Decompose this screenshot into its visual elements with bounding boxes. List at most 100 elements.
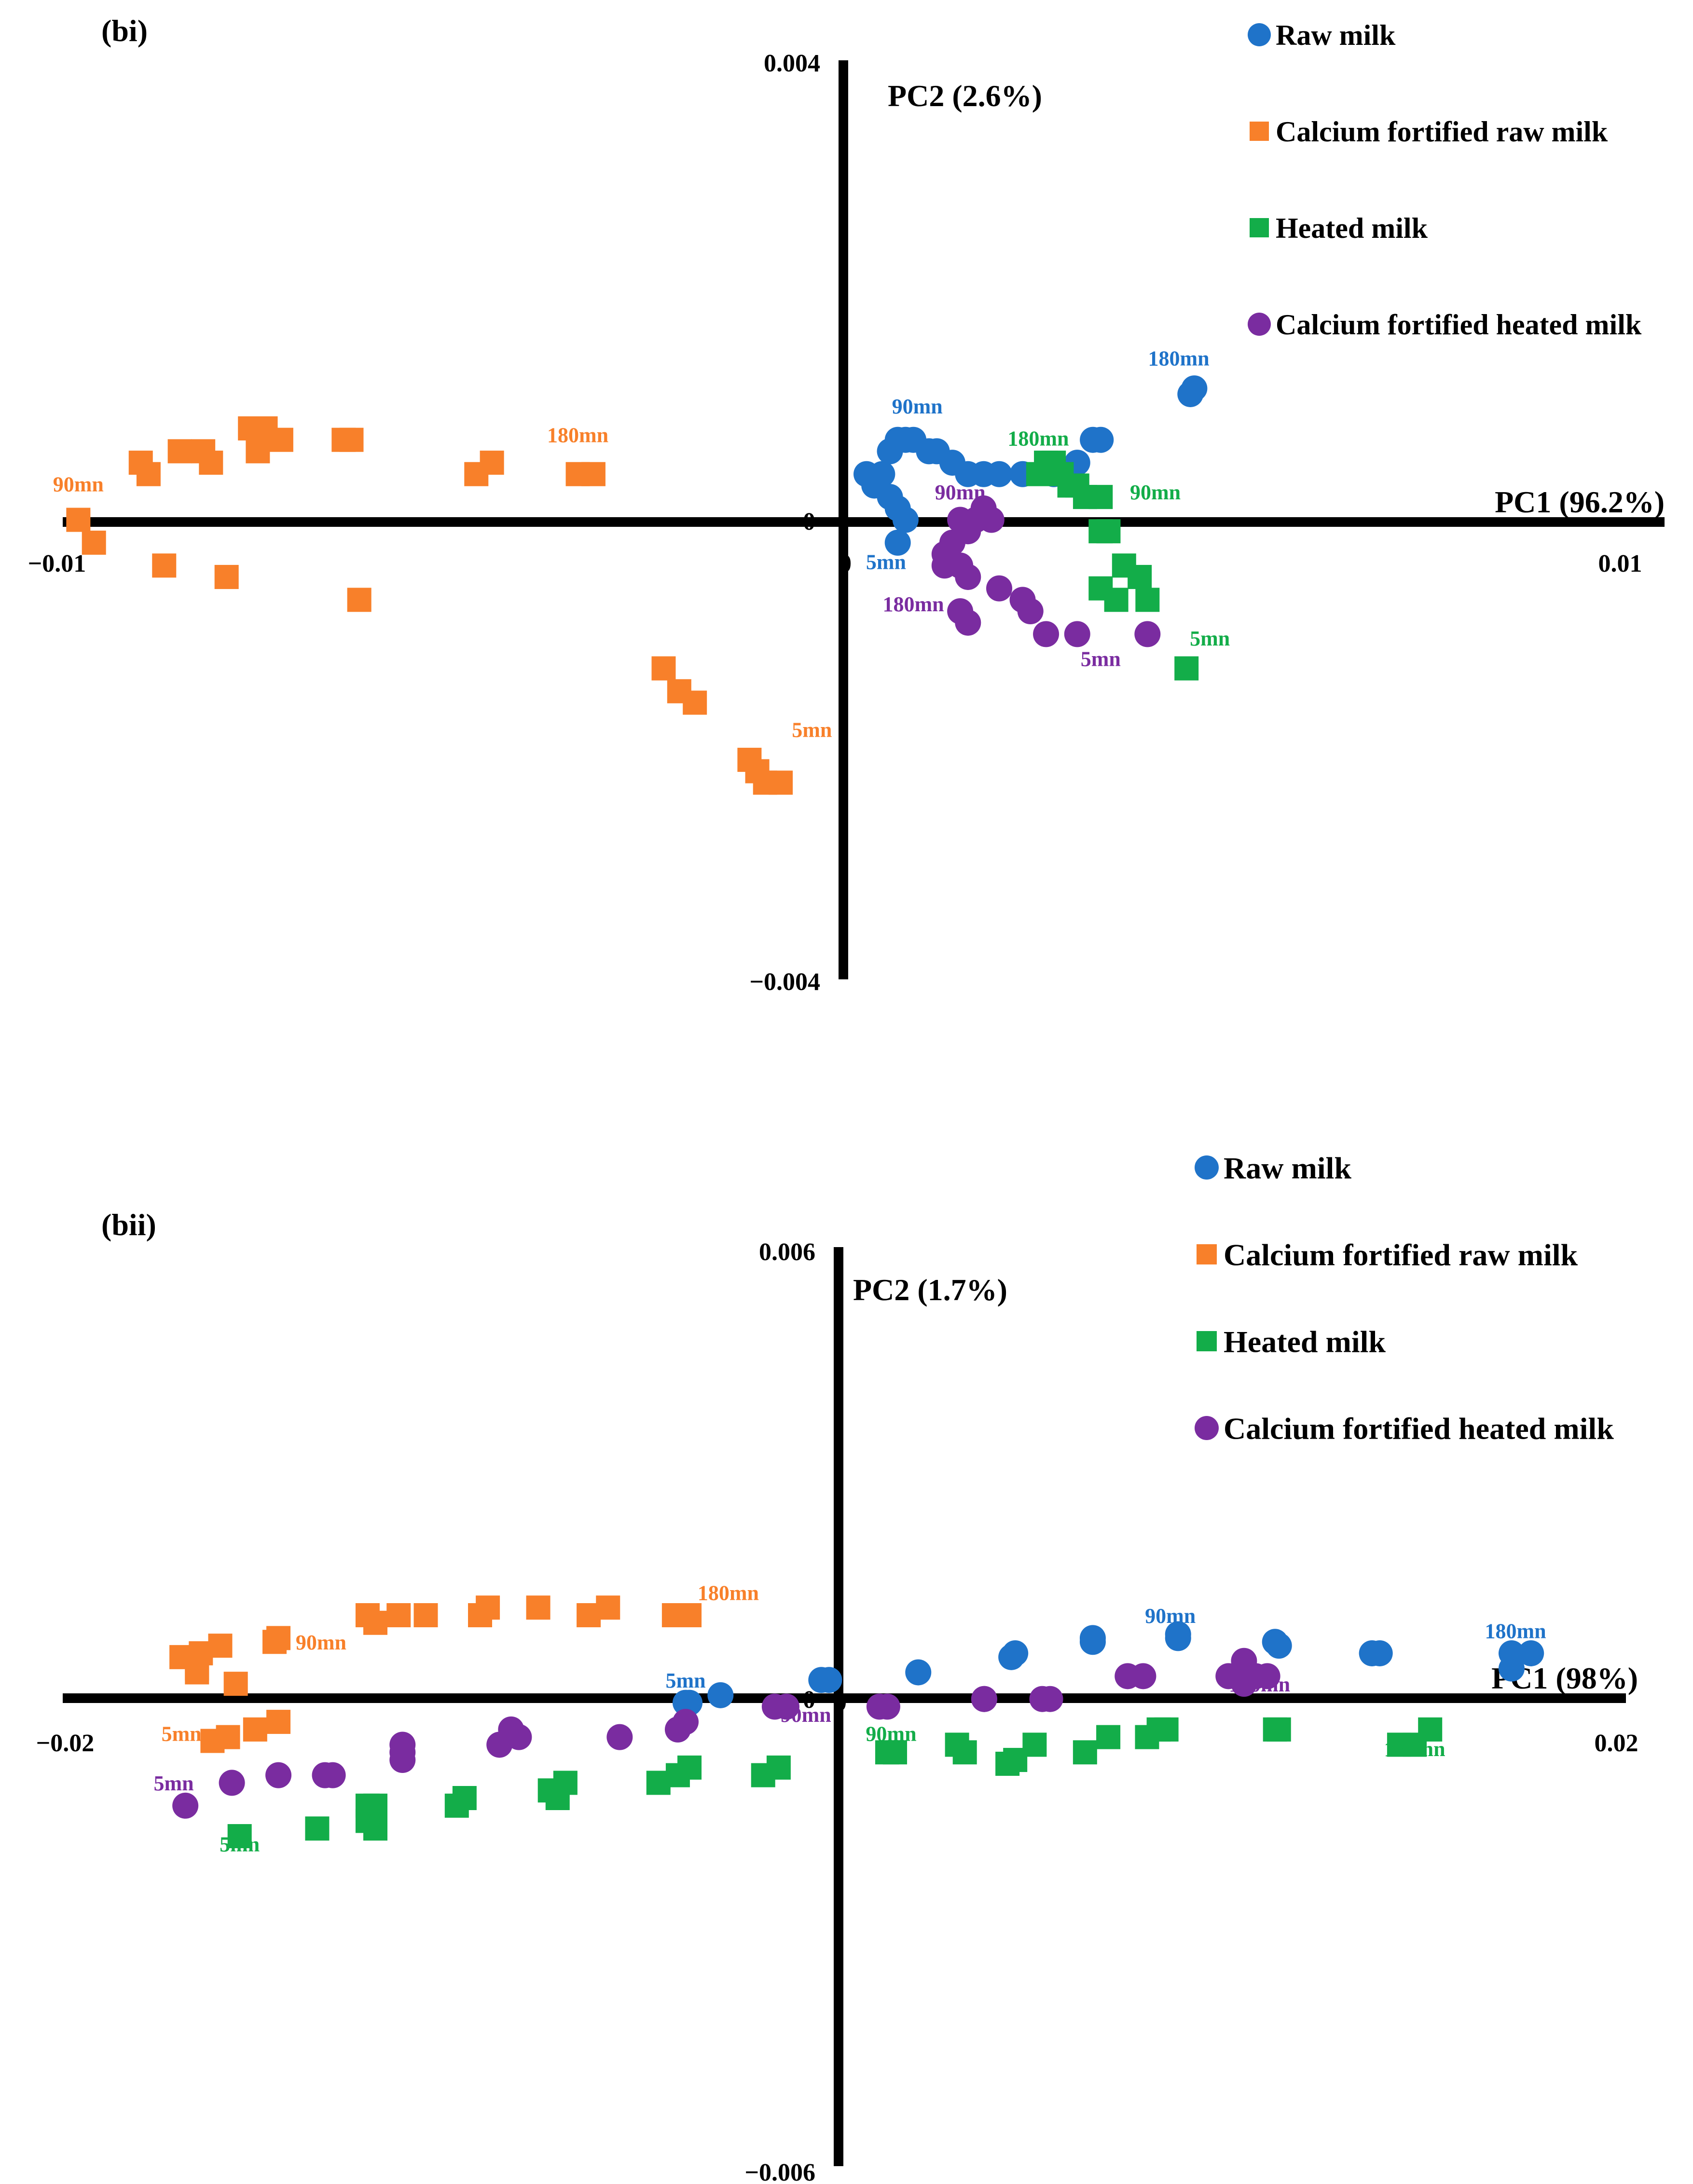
heated-point <box>305 1816 330 1841</box>
time-annotation: 90mn <box>296 1631 346 1654</box>
cf-heated-point <box>1254 1663 1280 1690</box>
heated-point <box>1022 1732 1047 1757</box>
legend-marker-cf-heated <box>1248 313 1271 336</box>
legend-label-heated: Heated milk <box>1276 212 1428 244</box>
raw-point <box>853 461 880 487</box>
data-points <box>66 375 1208 795</box>
time-annotation: 90mn <box>866 1722 916 1746</box>
time-annotation: 90mn <box>781 1703 831 1727</box>
heated-point <box>1096 519 1121 544</box>
cf-raw-point <box>243 1717 267 1742</box>
cf-raw-point <box>413 1603 438 1627</box>
raw-point <box>1002 1640 1029 1666</box>
legend-marker-raw <box>1248 23 1271 46</box>
cf-heated-point <box>172 1792 199 1819</box>
heated-point <box>677 1755 702 1780</box>
tick-label-ymax: 0.006 <box>759 1238 815 1266</box>
y-axis-label: PC2 (1.7%) <box>853 1273 1007 1307</box>
tick-label-xmax: 0.02 <box>1595 1730 1638 1757</box>
legend: Raw milk Calcium fortified raw milk Heated… <box>1248 19 1642 341</box>
cf-heated-point <box>773 1693 799 1720</box>
heated-point <box>1088 485 1113 509</box>
cf-raw-point <box>199 451 223 475</box>
cf-raw-point <box>246 439 270 464</box>
raw-point <box>986 461 1012 487</box>
cf-raw-point <box>363 1610 387 1635</box>
legend-marker-cf-heated <box>1195 1416 1219 1440</box>
time-annotation: 180mn <box>1485 1619 1546 1643</box>
time-annotation: 180mn <box>698 1581 759 1605</box>
time-annotation: 5mn <box>1190 627 1230 650</box>
raw-point <box>905 1659 932 1686</box>
heated-point <box>883 1740 908 1765</box>
legend-marker-raw <box>1195 1155 1219 1180</box>
tick-label-xzero: 0 <box>834 1689 847 1716</box>
time-annotation: 90mn <box>935 481 986 504</box>
cf-heated-point <box>986 575 1012 602</box>
heated-point <box>1096 1725 1121 1749</box>
x-axis-label: PC1 (96.2%) <box>1495 485 1665 519</box>
legend-label-heated: Heated milk <box>1224 1324 1386 1359</box>
legend-label-cf-raw: Calcium fortified raw milk <box>1276 116 1608 148</box>
cf-heated-point <box>1017 598 1044 624</box>
cf-raw-point <box>526 1595 551 1620</box>
raw-point <box>1079 1625 1106 1651</box>
time-annotation: 180mn <box>1007 427 1069 451</box>
cf-heated-point <box>1033 621 1060 647</box>
heated-point <box>1174 656 1199 681</box>
cf-heated-point <box>1130 1663 1156 1690</box>
cf-raw-point <box>269 427 293 452</box>
cf-heated-point <box>971 1686 997 1712</box>
raw-point <box>707 1682 734 1708</box>
legend-label-raw: Raw milk <box>1276 19 1396 51</box>
legend: Raw milk Calcium fortified raw milk Heated… <box>1195 1151 1614 1445</box>
cf-heated-point <box>874 1693 900 1720</box>
raw-point <box>1181 375 1208 402</box>
time-annotations: 180mn 90mn 5mn 180mn 90mn 5mn 180mn 90mn 5mn 90mn… <box>53 347 1230 742</box>
tick-label-yzero: 0 <box>803 1686 815 1714</box>
time-annotation: 5mn <box>866 550 906 574</box>
heated-point <box>363 1816 387 1841</box>
cf-raw-point <box>651 656 676 681</box>
cf-raw-point <box>480 451 504 475</box>
panel-bi: (bi) PC1 (96.2%) PC2 (2.6%) 0.004 −0.004… <box>28 14 1665 996</box>
cf-raw-point <box>136 462 161 486</box>
cf-raw-point <box>266 1626 291 1650</box>
heated-point <box>1135 588 1160 612</box>
cf-raw-point <box>216 1725 240 1749</box>
cf-raw-point <box>82 530 106 555</box>
raw-point <box>1266 1633 1292 1659</box>
cf-heated-point <box>219 1770 245 1796</box>
time-annotation: 90mn <box>892 395 943 418</box>
heated-point <box>1154 1717 1179 1742</box>
cf-heated-point <box>1231 1648 1257 1674</box>
cf-heated-point <box>606 1724 633 1750</box>
cf-raw-point <box>476 1595 500 1620</box>
cf-raw-point <box>677 1603 702 1627</box>
raw-point <box>1087 426 1114 453</box>
time-annotation: 5mn <box>220 1833 260 1856</box>
time-annotation: 5mn <box>1081 647 1121 671</box>
cf-raw-point <box>66 508 91 532</box>
cf-raw-point <box>214 564 239 589</box>
heated-point <box>452 1786 477 1810</box>
tick-label-xmax: 0.01 <box>1598 550 1642 577</box>
heated-point <box>227 1824 252 1848</box>
time-annotations: 90mn 180mn 5mn 180mn 90mn 5mn 90mn 180mn 5mn 180m… <box>153 1581 1546 1856</box>
heated-point <box>766 1755 791 1780</box>
time-annotation: 5mn <box>153 1772 193 1795</box>
legend-label-raw: Raw milk <box>1224 1151 1351 1185</box>
cf-raw-point <box>223 1672 248 1696</box>
cf-raw-point <box>208 1634 233 1658</box>
time-annotation: 180mn <box>883 592 944 616</box>
raw-point <box>1518 1640 1544 1666</box>
raw-point <box>1366 1640 1393 1666</box>
time-annotation: 90mn <box>53 472 104 496</box>
legend-label-cf-raw: Calcium fortified raw milk <box>1224 1237 1578 1272</box>
cf-heated-point <box>1064 621 1090 647</box>
raw-point <box>1498 1640 1525 1666</box>
cf-raw-point <box>185 1660 209 1685</box>
tick-label-ymin: −0.004 <box>749 968 820 996</box>
panel-bii: (bii) PC1 (98%) PC2 (1.7%) 0.006 −0.006 … <box>36 1151 1638 2184</box>
